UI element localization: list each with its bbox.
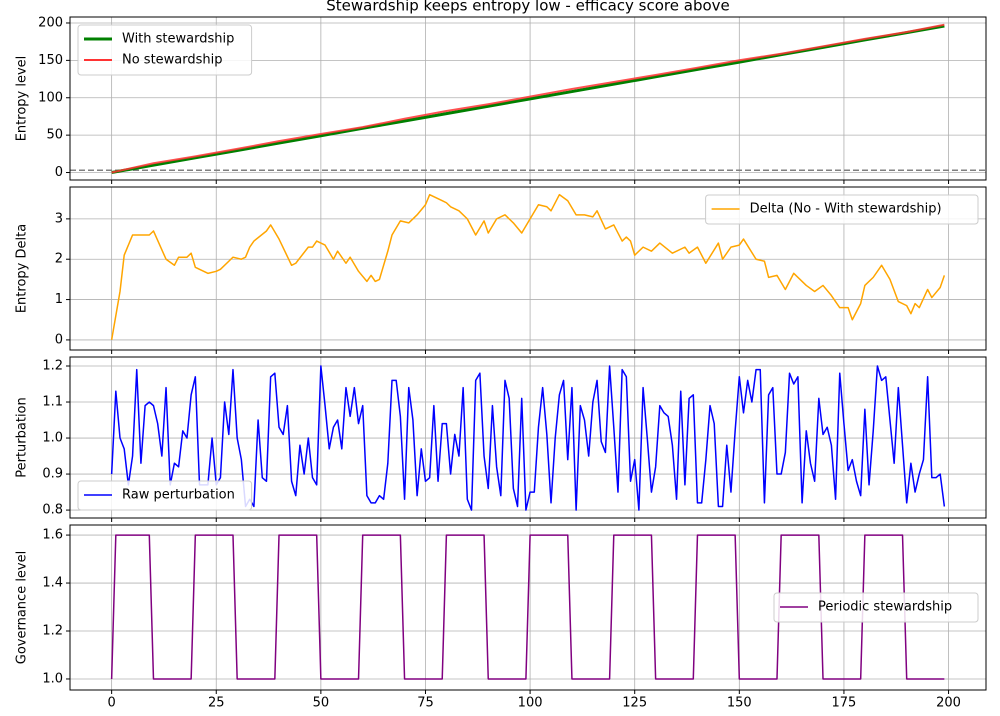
y-tick-label: 1.2: [42, 359, 63, 374]
y-tick-label: 100: [38, 90, 63, 105]
y-tick-label: 0: [55, 332, 63, 347]
legend-label: Periodic stewardship: [818, 600, 952, 615]
legend-box: [705, 194, 979, 225]
plot-frame: [69, 356, 987, 519]
legend-box: [77, 480, 253, 511]
y-tick-label: 1.1: [42, 395, 63, 410]
y-tick-label: 0.9: [42, 467, 63, 482]
y-axis-label: Governance level: [15, 551, 30, 664]
x-tick-label: 75: [417, 696, 434, 711]
chart-title: Stewardship keeps entropy low - efficacy…: [326, 0, 730, 15]
legend-label: Delta (No - With stewardship): [750, 202, 942, 217]
legend-label: No stewardship: [122, 53, 223, 68]
x-tick-label: 100: [518, 696, 543, 711]
y-tick-label: 3: [55, 211, 63, 226]
series-line: [110, 534, 945, 680]
y-tick-label: 150: [38, 53, 63, 68]
y-tick-label: 1.0: [42, 431, 63, 446]
y-tick-label: 1.2: [42, 624, 63, 639]
legend-label: With stewardship: [122, 32, 234, 47]
series-line: [110, 193, 946, 341]
x-tick-label: 50: [313, 696, 330, 711]
y-tick-label: 2: [55, 252, 63, 267]
plot-frame: [69, 16, 987, 181]
y-axis-label: Entropy Delta: [15, 224, 30, 313]
x-tick-label: 0: [107, 696, 115, 711]
y-tick-label: 1: [55, 292, 63, 307]
y-tick-label: 1.4: [42, 576, 63, 591]
series-line: [111, 23, 945, 174]
x-tick-label: 25: [208, 696, 225, 711]
plot-frame: [69, 186, 987, 351]
y-tick-label: 200: [38, 15, 63, 30]
x-tick-label: 175: [832, 696, 857, 711]
x-tick-label: 200: [936, 696, 961, 711]
legend-box: [773, 592, 979, 623]
legend-label: Raw perturbation: [122, 488, 235, 503]
y-axis-label: Perturbation: [15, 397, 30, 478]
x-tick-label: 150: [727, 696, 752, 711]
y-tick-label: 50: [46, 128, 63, 143]
y-tick-label: 1.0: [42, 671, 63, 686]
y-axis-label: Entropy level: [15, 56, 30, 142]
x-tick-label: 125: [622, 696, 647, 711]
y-tick-label: 1.6: [42, 528, 63, 543]
legend-box: [77, 24, 253, 76]
plot-frame: [69, 524, 987, 691]
y-tick-label: 0: [55, 165, 63, 180]
series-line: [111, 24, 945, 174]
y-tick-label: 0.8: [42, 503, 63, 518]
